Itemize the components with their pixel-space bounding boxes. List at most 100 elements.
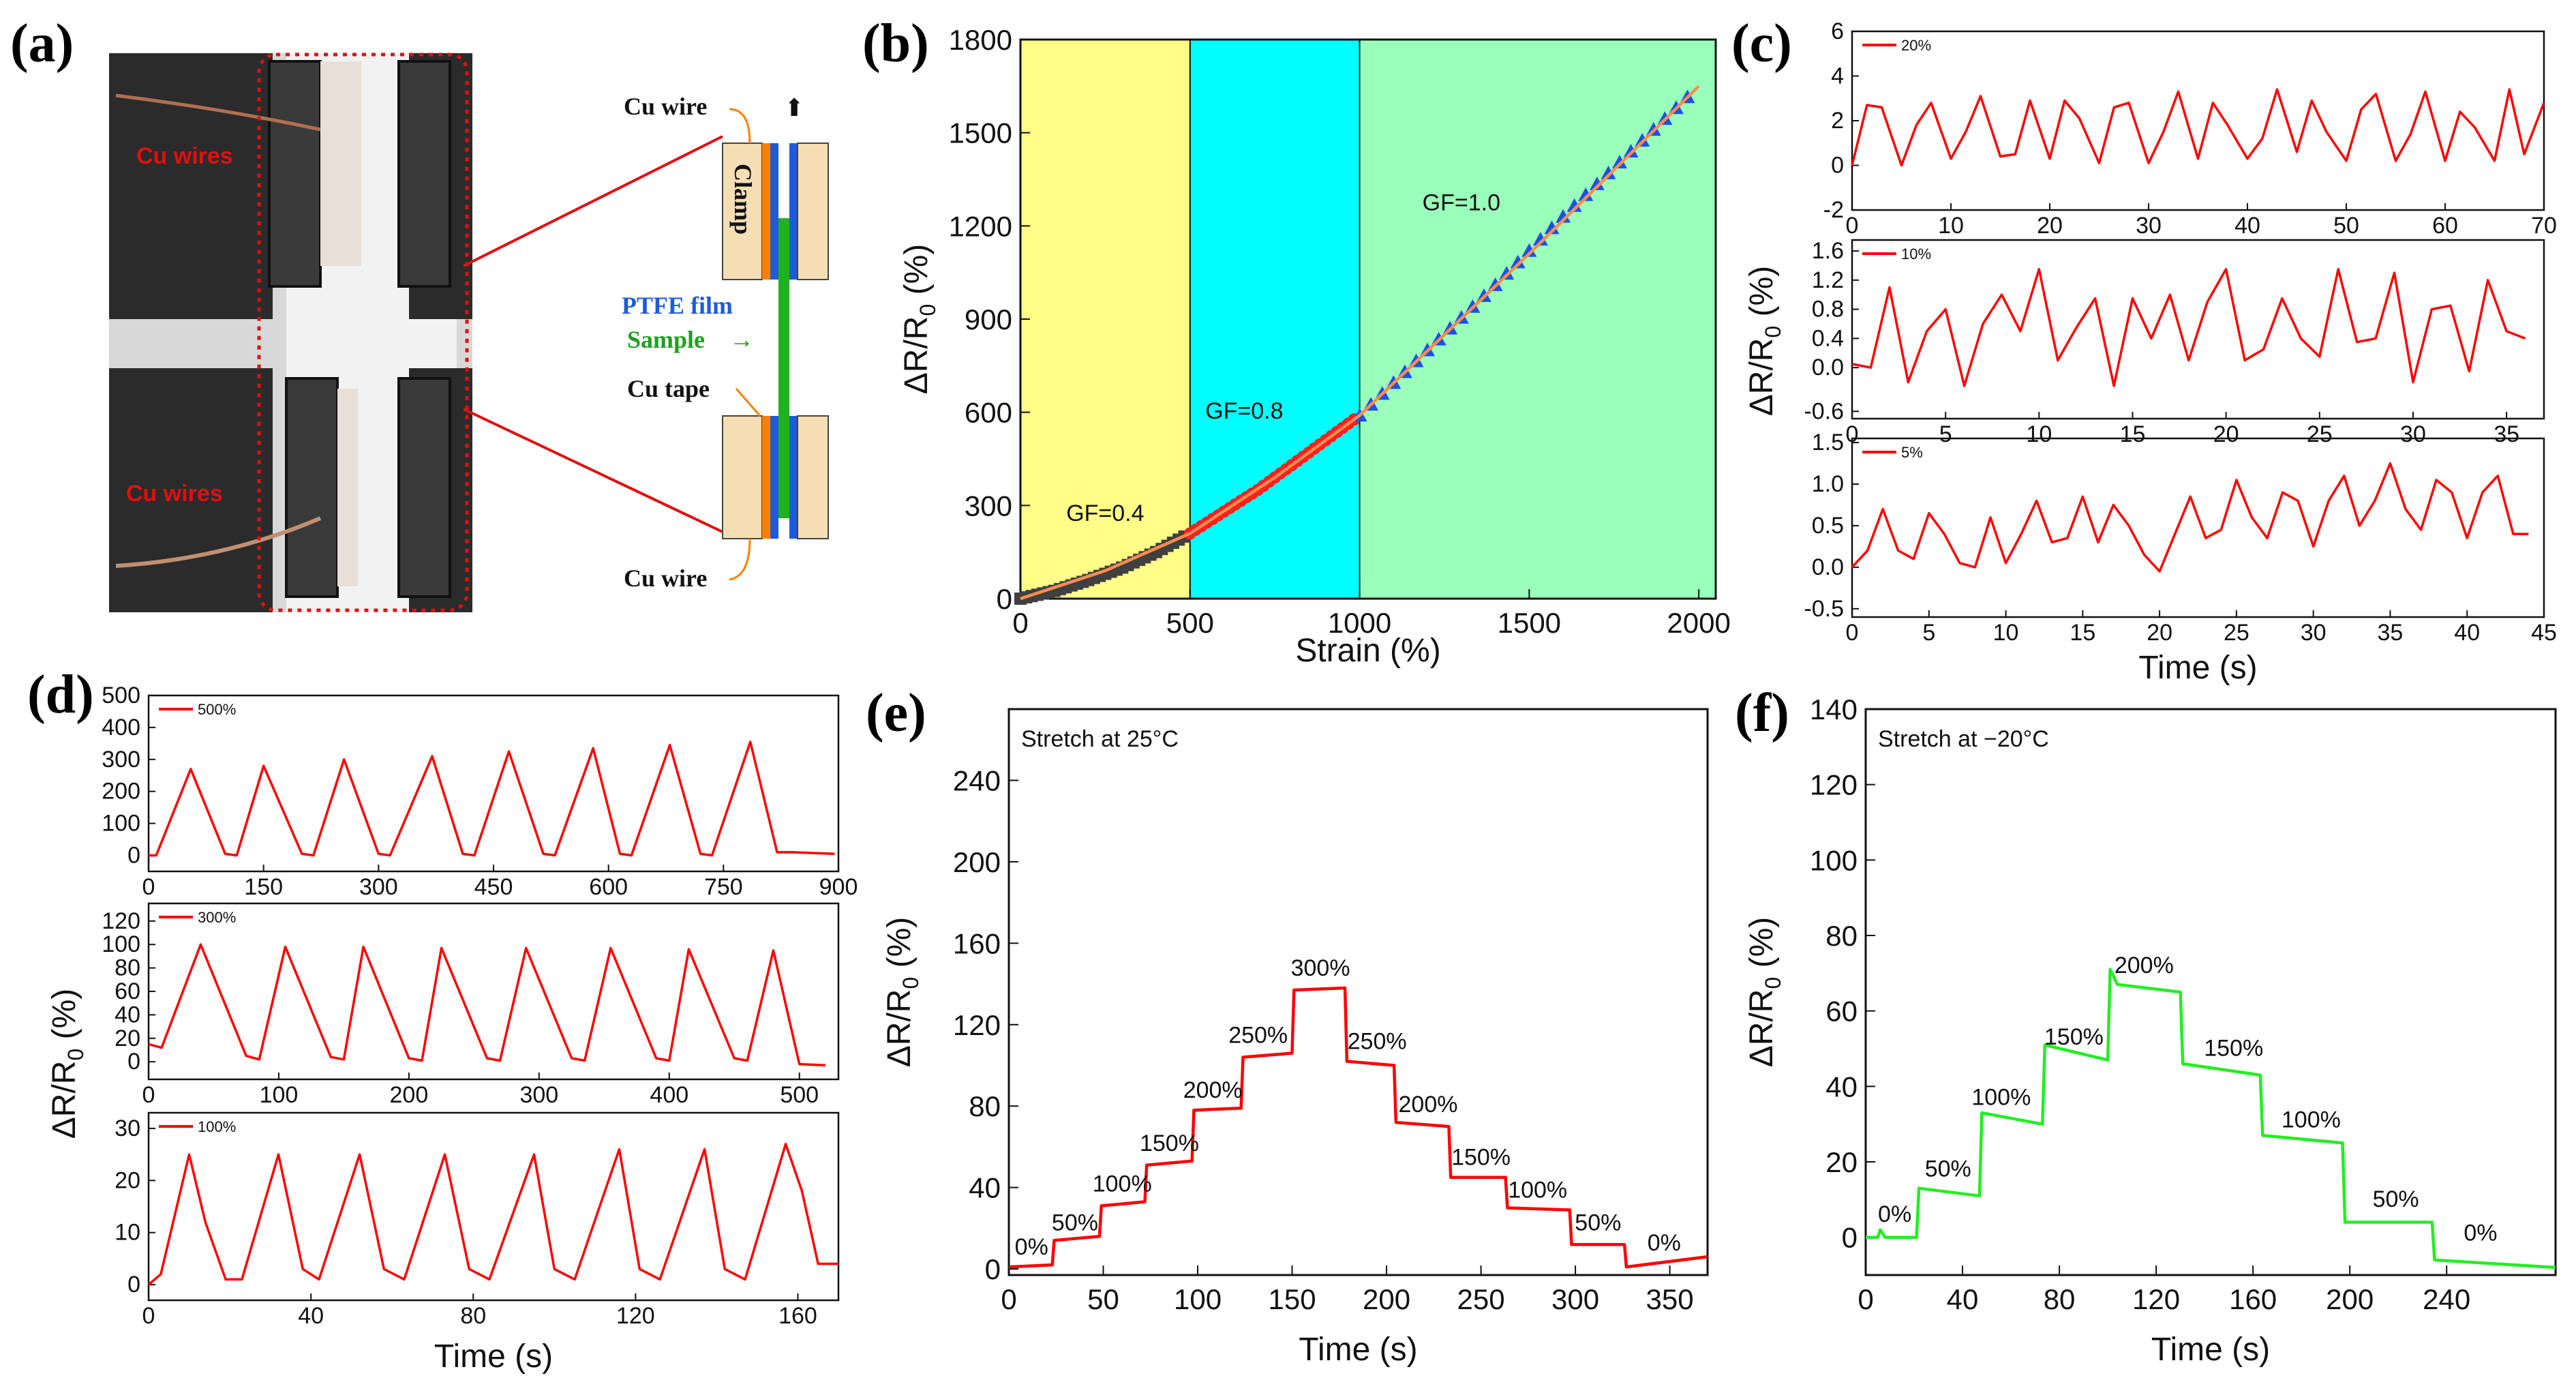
x-tick-label: 200 — [1363, 1283, 1410, 1315]
chart-d-100: 0 40 80 120 160 0 10 20 30 100% Time (s) — [115, 1111, 840, 1375]
step-label: 100% — [1508, 1178, 1567, 1203]
x-tick-label: 40 — [2454, 620, 2480, 646]
y-tick-label: 100 — [102, 931, 140, 957]
y-tick-label: 1.6 — [1812, 238, 1844, 264]
photo-label-cu-wires-bottom: Cu wires — [126, 481, 223, 507]
data-point-triangle — [1589, 176, 1605, 190]
y-tick-label: 80 — [1825, 920, 1858, 952]
y-tick-label: -0.6 — [1804, 398, 1844, 424]
x-tick-label: 80 — [460, 1303, 486, 1329]
x-tick-label: 0 — [142, 874, 155, 900]
legend-label: 5% — [1901, 444, 1923, 461]
y-tick-label: 600 — [965, 397, 1012, 429]
y-tick-label: 900 — [965, 303, 1012, 335]
x-tick-label: 0 — [142, 1303, 155, 1329]
x-tick-label: 250 — [1457, 1283, 1505, 1315]
step-label: 200% — [1183, 1077, 1243, 1103]
x-tick-label: 30 — [2400, 421, 2426, 447]
step-label: 250% — [1348, 1029, 1407, 1055]
step-label: 50% — [1925, 1156, 1971, 1182]
step-label: 0% — [2464, 1220, 2497, 1246]
data-point-triangle — [1635, 133, 1650, 147]
x-tick-label: 100 — [1174, 1283, 1222, 1315]
legend-label: 20% — [1901, 37, 1931, 54]
x-tick-label: 100 — [260, 1082, 299, 1108]
panel-label-f: (f) — [1735, 683, 1789, 743]
series-line-0 — [1851, 88, 2545, 167]
x-tick-label: 20 — [2147, 620, 2172, 646]
step-label: 100% — [1971, 1085, 2031, 1111]
x-tick-label: 30 — [2136, 213, 2162, 239]
x-tick-label: 500 — [780, 1082, 819, 1108]
y-tick-label: 0.5 — [1812, 513, 1844, 539]
x-tick-label: 30 — [2301, 620, 2327, 646]
series-line-0 — [1866, 968, 2556, 1270]
y-tick-label: 6 — [1831, 18, 1844, 44]
series-line-0 — [149, 740, 835, 857]
x-tick-label: 50 — [2333, 213, 2359, 239]
connector-line-bottom — [463, 408, 723, 533]
x-tick-label: 240 — [2423, 1283, 2470, 1315]
data-point-triangle — [1566, 198, 1582, 212]
y-tick-label: 1.5 — [1812, 430, 1844, 455]
x-axis-title: Time (s) — [434, 1338, 553, 1375]
chart-e: 0 50 100 150 200 250 300 350 0 40 80 120 160 200 240 St… — [881, 708, 1709, 1368]
data-point-triangle — [1612, 154, 1628, 168]
legend-label: 100% — [198, 1118, 236, 1135]
x-tick-label: 0 — [1858, 1283, 1873, 1315]
x-tick-label: 20 — [2037, 213, 2063, 239]
x-tick-label: 0 — [1846, 421, 1859, 447]
x-axis-title: Time (s) — [1299, 1332, 1417, 1368]
chart-b: 0 500 1000 1500 2000 0 300 600 900 1200 1500 1800 GF… — [898, 24, 1731, 669]
y-tick-label: 0.0 — [1812, 554, 1844, 580]
y-tick-label: 1500 — [949, 117, 1012, 149]
y-tick-label: 240 — [953, 764, 1001, 796]
panel-label-d: (d) — [27, 665, 94, 725]
y-tick-label: 20 — [115, 1167, 140, 1193]
y-tick-label: 40 — [1825, 1070, 1858, 1103]
step-label: 0% — [1015, 1234, 1048, 1260]
data-point-triangle — [1521, 243, 1537, 257]
y-tick-label: 0.4 — [1812, 325, 1844, 351]
data-point-triangle — [1544, 220, 1560, 235]
arrow-up-icon: ⬆ — [784, 94, 804, 121]
y-tick-label: -0.5 — [1804, 596, 1844, 622]
x-tick-label: 10 — [2026, 421, 2052, 447]
plot-frame — [1851, 30, 2545, 211]
y-tick-label: 0 — [1831, 153, 1844, 179]
y-tick-label: 0 — [127, 843, 140, 869]
step-label: 150% — [1140, 1130, 1199, 1156]
x-tick-label: 600 — [589, 874, 628, 900]
sample-arrow-icon: → — [729, 326, 754, 353]
step-label: 50% — [2373, 1186, 2419, 1212]
x-tick-label: 2000 — [1667, 607, 1730, 639]
series-line-0 — [148, 943, 825, 1067]
region-0 — [1020, 40, 1190, 599]
x-tick-label: 25 — [2307, 421, 2333, 447]
label-clamp: Clamp — [729, 164, 757, 235]
step-label: 200% — [1399, 1092, 1458, 1118]
chart-c-5: 0 5 10 15 20 25 30 35 40 45 -0.5 0.0 0.5 1.0 1.5 5% Time… — [1804, 430, 2557, 686]
step-label: 150% — [2204, 1036, 2263, 1062]
x-tick-label: 0 — [1846, 620, 1859, 646]
x-axis-title: Time (s) — [2151, 1332, 2270, 1368]
y-tick-label: 10 — [115, 1220, 140, 1246]
chart-f: 0 40 80 120 160 200 240 0 20 40 60 80 100 120 140 Stret… — [1744, 693, 2557, 1368]
y-tick-label: 20 — [1825, 1146, 1858, 1178]
plot-frame — [147, 1111, 840, 1302]
x-tick-label: 70 — [2531, 213, 2557, 239]
step-label: 250% — [1228, 1023, 1288, 1049]
x-axis-title: Time (s) — [2138, 650, 2257, 686]
x-tick-label: 45 — [2531, 620, 2557, 646]
step-label: 150% — [2044, 1024, 2104, 1050]
x-tick-label: 1500 — [1498, 607, 1561, 639]
y-tick-label: 100 — [102, 811, 140, 837]
series-line-0 — [1851, 268, 2526, 387]
y-tick-label: 160 — [953, 927, 1001, 959]
y-tick-label: 0 — [127, 1049, 140, 1075]
step-label: 0% — [1648, 1230, 1681, 1256]
label-sample: Sample — [627, 326, 705, 353]
